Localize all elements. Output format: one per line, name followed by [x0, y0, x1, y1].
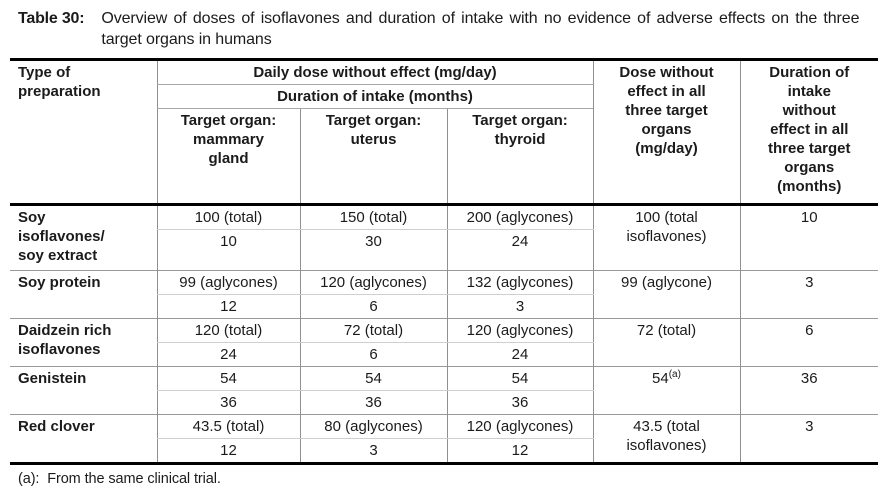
mammary-duration-cell: 10 — [156, 229, 300, 271]
thyroid-duration-cell: 36 — [446, 390, 593, 415]
all-organs-duration-cell: 3 — [739, 414, 878, 464]
header-organ-thyroid: Target organ: thyroid — [446, 108, 593, 205]
mammary-dose-cell: 54 — [156, 366, 300, 391]
table-footnote: (a): From the same clinical trial. — [18, 471, 221, 487]
uterus-dose-cell: 120 (aglycones) — [299, 270, 447, 295]
all-organs-dose-cell: 100 (total isoflavones) — [592, 204, 740, 271]
header-organ-uterus: Target organ: uterus — [299, 108, 447, 205]
all-organs-dose-value: 99 (aglycone) — [621, 274, 712, 291]
uterus-dose-cell: 72 (total) — [299, 318, 447, 343]
thyroid-duration-cell: 24 — [446, 342, 593, 367]
all-organs-dose-cell: 72 (total) — [592, 318, 740, 367]
table-row-durations: 24 6 24 — [10, 342, 878, 367]
table-title-text: Overview of doses of isoflavones and dur… — [101, 10, 860, 48]
isoflavones-doses-table: Type of preparation Daily dose without e… — [10, 58, 878, 465]
uterus-duration-cell: 36 — [299, 390, 447, 415]
uterus-dose-cell: 150 (total) — [299, 204, 447, 230]
uterus-duration-cell: 30 — [299, 229, 447, 271]
mammary-dose-cell: 100 (total) — [156, 204, 300, 230]
all-organs-dose-value: 100 (total isoflavones) — [626, 209, 707, 245]
preparation-name: Genistein — [10, 366, 157, 415]
table-row-durations: 36 36 36 — [10, 390, 878, 415]
all-organs-duration-cell: 6 — [739, 318, 878, 367]
table-row: Soy protein 99 (aglycones) 120 (aglycone… — [10, 270, 878, 319]
table-header: Type of preparation Daily dose without e… — [10, 59, 878, 205]
preparation-name: Red clover — [10, 414, 157, 464]
table-row: Genistein 54 54 54 54(a) 36 — [10, 366, 878, 415]
thyroid-dose-cell: 120 (aglycones) — [446, 414, 593, 439]
table-row-durations: 12 3 12 — [10, 438, 878, 464]
header-duration-all-organs: Duration of intake without effect in all… — [739, 59, 878, 205]
table-row-durations: 10 30 24 — [10, 229, 878, 271]
mammary-duration-cell: 36 — [156, 390, 300, 415]
mammary-duration-cell: 12 — [156, 438, 300, 464]
header-duration-group: Duration of intake (months) — [156, 84, 593, 109]
uterus-dose-cell: 54 — [299, 366, 447, 391]
all-organs-duration-cell: 10 — [739, 204, 878, 271]
table-caption: Table 30: Overview of doses of isoflavon… — [0, 0, 889, 58]
header-dose-all-organs: Dose without effect in all three target … — [592, 59, 740, 205]
preparation-name: Daidzein rich isoflavones — [10, 318, 157, 367]
uterus-dose-cell: 80 (aglycones) — [299, 414, 447, 439]
preparation-name: Soy protein — [10, 270, 157, 319]
mammary-duration-cell: 12 — [156, 294, 300, 319]
header-daily-dose-group: Daily dose without effect (mg/day) — [156, 59, 593, 85]
table-body: Soy isoflavones/ soy extract 100 (total)… — [10, 204, 878, 464]
uterus-duration-cell: 6 — [299, 294, 447, 319]
table-row: Red clover 43.5 (total) 80 (aglycones) 1… — [10, 414, 878, 464]
table-row: Soy isoflavones/ soy extract 100 (total)… — [10, 204, 878, 271]
table-row-durations: 12 6 3 — [10, 294, 878, 319]
uterus-duration-cell: 6 — [299, 342, 447, 367]
all-organs-dose-cell: 43.5 (total isoflavones) — [592, 414, 740, 464]
all-organs-dose-value: 54 — [652, 370, 669, 387]
all-organs-dose-value: 72 (total) — [636, 322, 697, 339]
table-number-label: Table 30: — [18, 10, 85, 27]
mammary-dose-cell: 120 (total) — [156, 318, 300, 343]
all-organs-dose-cell: 99 (aglycone) — [592, 270, 740, 319]
thyroid-dose-cell: 132 (aglycones) — [446, 270, 593, 295]
header-organ-mammary: Target organ: mammary gland — [156, 108, 300, 205]
all-organs-dose-cell: 54(a) — [592, 366, 740, 415]
thyroid-dose-cell: 120 (aglycones) — [446, 318, 593, 343]
all-organs-duration-cell: 36 — [739, 366, 878, 415]
mammary-duration-cell: 24 — [156, 342, 300, 367]
all-organs-duration-cell: 3 — [739, 270, 878, 319]
thyroid-duration-cell: 24 — [446, 229, 593, 271]
mammary-dose-cell: 99 (aglycones) — [156, 270, 300, 295]
thyroid-dose-cell: 200 (aglycones) — [446, 204, 593, 230]
thyroid-duration-cell: 3 — [446, 294, 593, 319]
table-row: Daidzein rich isoflavones 120 (total) 72… — [10, 318, 878, 367]
footnote-marker: (a) — [668, 369, 681, 380]
thyroid-duration-cell: 12 — [446, 438, 593, 464]
uterus-duration-cell: 3 — [299, 438, 447, 464]
preparation-name: Soy isoflavones/ soy extract — [10, 204, 157, 271]
thyroid-dose-cell: 54 — [446, 366, 593, 391]
header-type-of-preparation: Type of preparation — [18, 64, 101, 100]
mammary-dose-cell: 43.5 (total) — [156, 414, 300, 439]
all-organs-dose-value: 43.5 (total isoflavones) — [626, 418, 707, 454]
